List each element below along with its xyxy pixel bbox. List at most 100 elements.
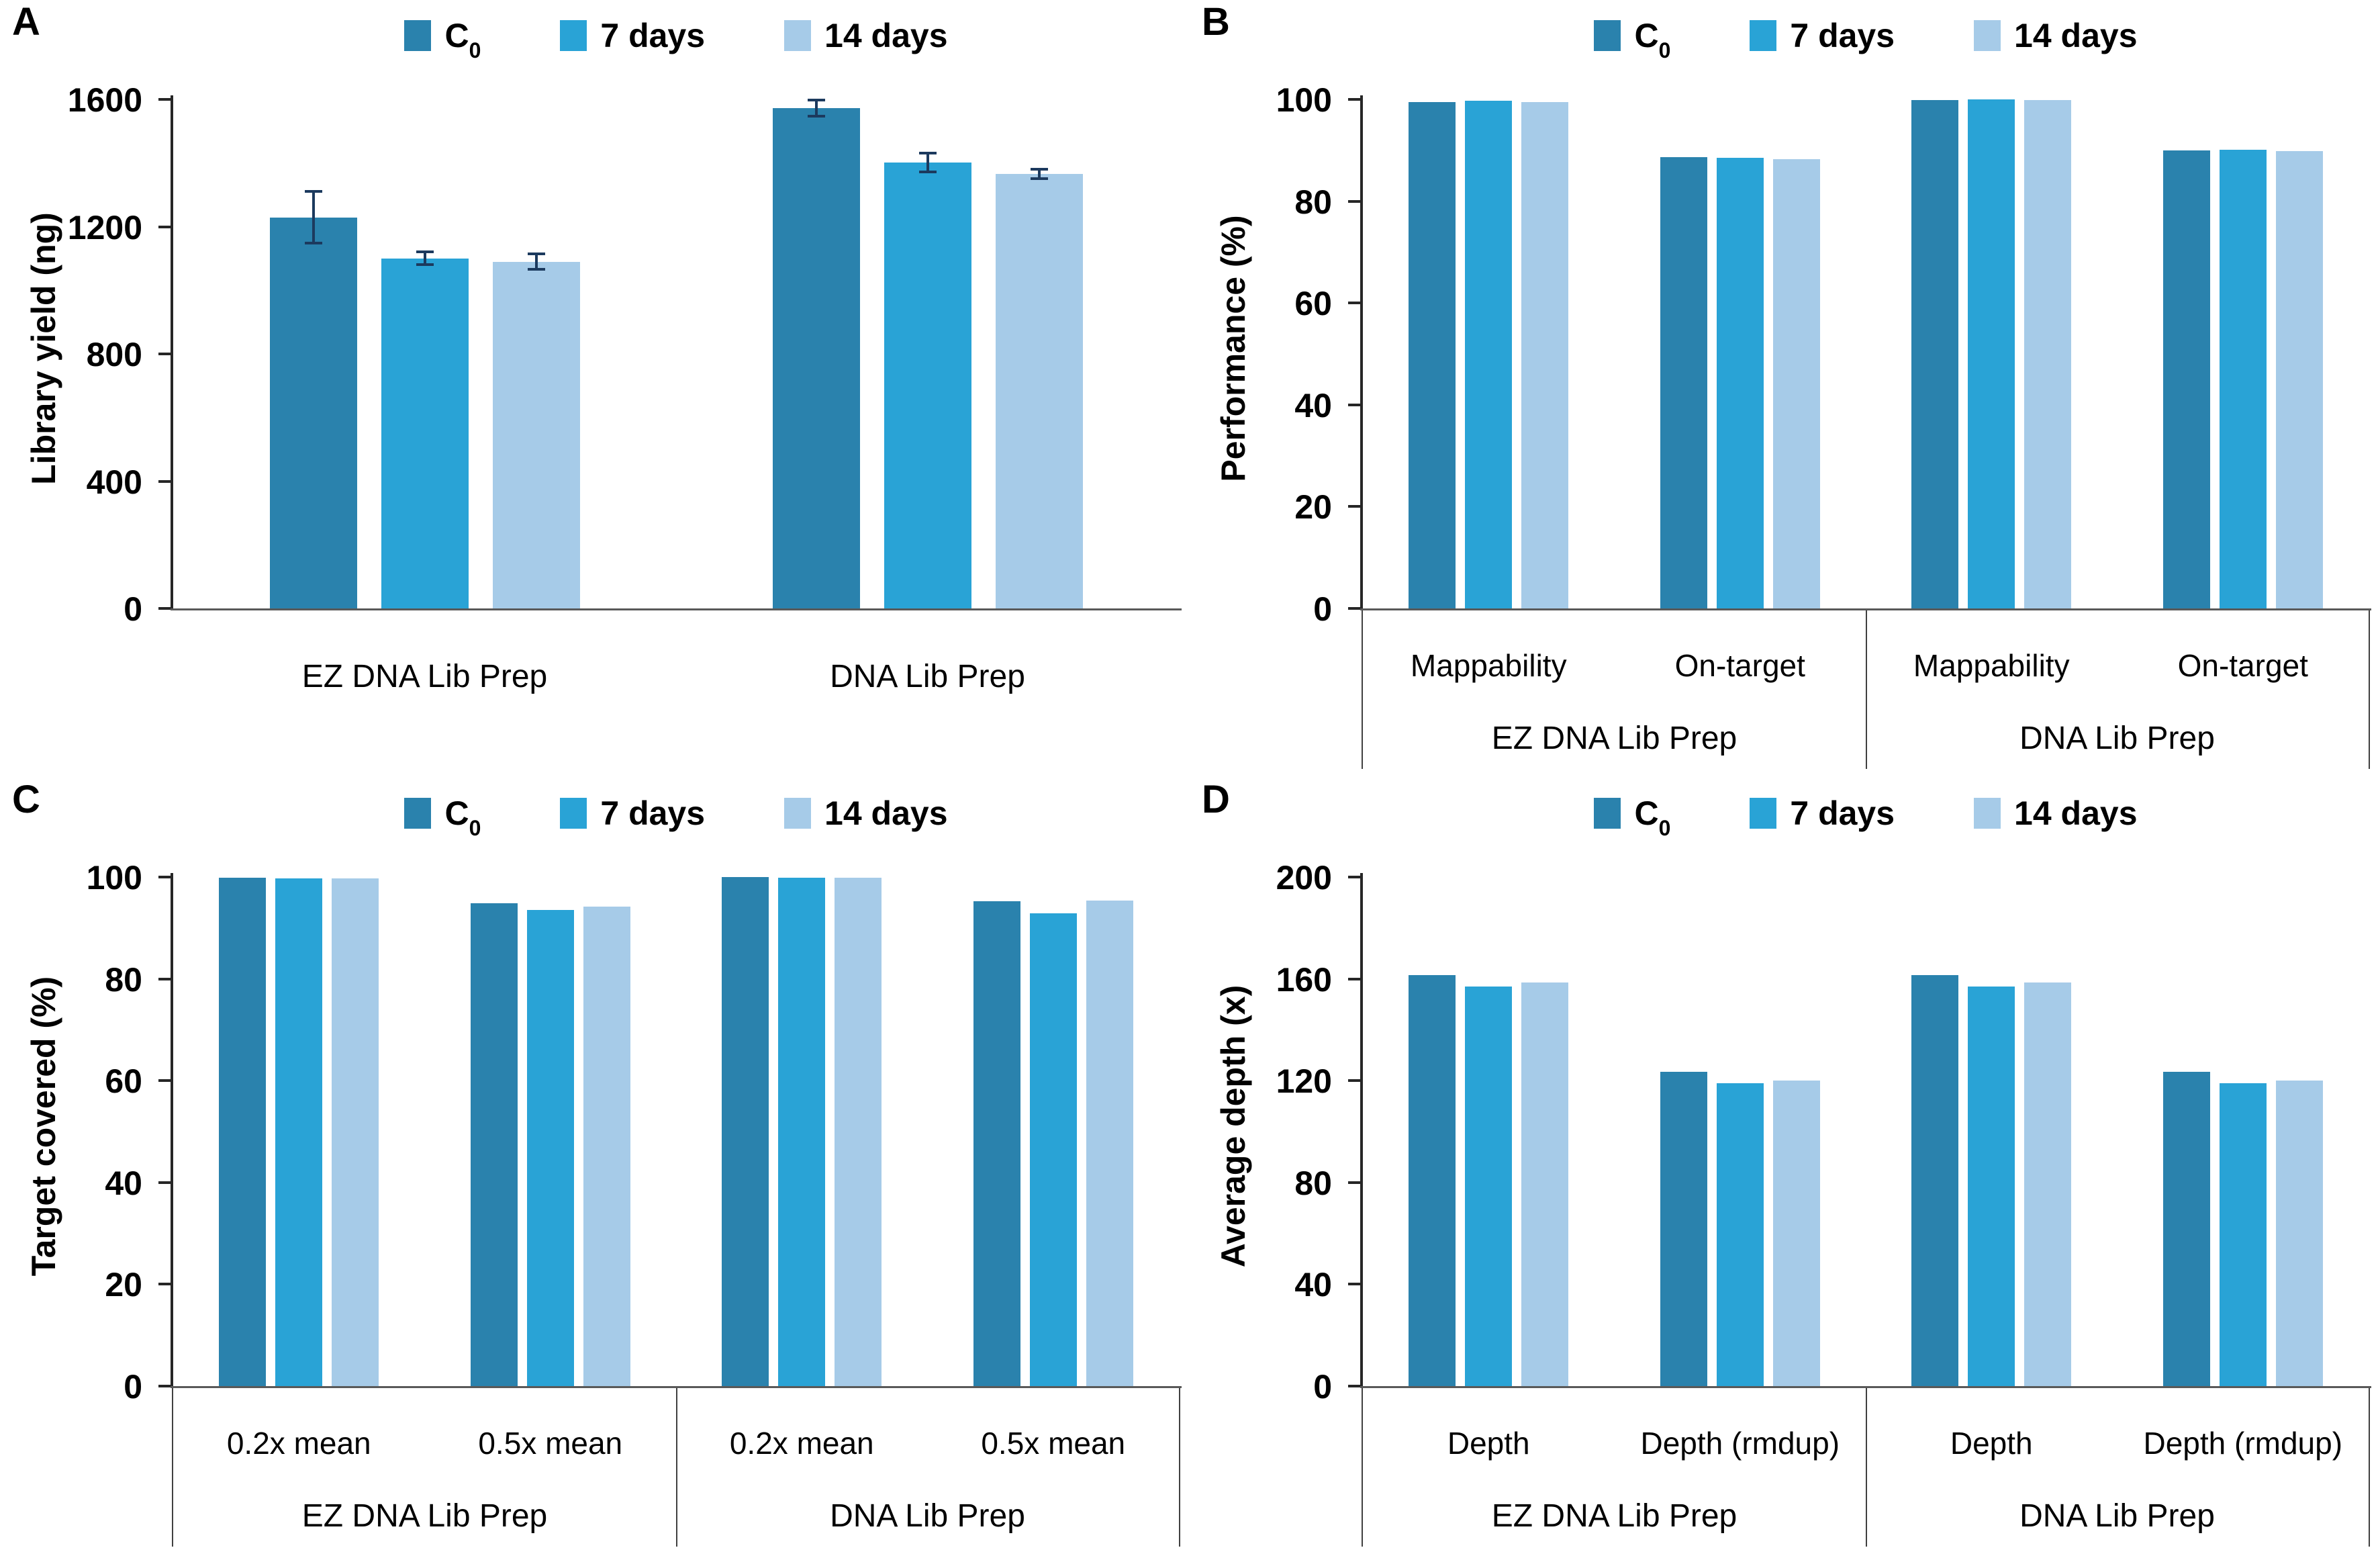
legend-item-c0: C0 [404, 796, 481, 839]
y-tick-mark [158, 1283, 171, 1286]
legend-swatch-c0 [404, 20, 432, 51]
legend-item-7days: 7 days [560, 796, 705, 830]
y-tick-label: 400 [86, 463, 142, 501]
x-axis-line [171, 608, 1182, 610]
bar-7 days [1465, 986, 1513, 1386]
bar-C0 [1911, 99, 1959, 608]
bar-14 days [2275, 150, 2323, 608]
bar-14 days [1086, 900, 1133, 1386]
bar-C0 [772, 108, 860, 608]
legend-item-14days: 14 days [784, 19, 948, 52]
bar-7 days [2219, 1083, 2267, 1386]
x-group-label: EZ DNA Lib Prep [1491, 721, 1738, 756]
error-bar-cap-bottom [918, 171, 937, 174]
legend-label-c0: C0 [1634, 17, 1671, 62]
x-axis-line [1360, 1386, 2371, 1388]
y-tick-mark [1348, 1283, 1360, 1286]
bar-C0 [722, 877, 769, 1386]
legend-label-7days: 7 days [600, 794, 706, 832]
panel-label-c: C [12, 778, 40, 821]
category-divider-1 [1866, 610, 1867, 769]
x-axis-line [171, 1386, 1182, 1388]
x-category-label: 0.2x mean [226, 1426, 371, 1461]
bar-7 days [1716, 1083, 1764, 1386]
x-group-label: EZ DNA Lib Prep [301, 1498, 548, 1534]
y-tick-label: 1200 [67, 208, 142, 246]
bar-C0 [1409, 974, 1456, 1386]
y-axis-line [171, 95, 173, 608]
x-group-label: DNA Lib Prep [830, 1498, 1025, 1534]
y-tick-label: 20 [1294, 488, 1332, 527]
error-bar-cap-bottom [416, 263, 434, 267]
plot-area: 0 20 40 60 80 100 0.2x mean 0.5x mean 0.2x mean 0… [0, 778, 1190, 1556]
y-tick-label: 80 [1294, 1164, 1332, 1202]
error-bar-cap-top [1030, 168, 1048, 171]
bar-7 days [1465, 101, 1513, 608]
y-tick-label: 1600 [67, 81, 142, 119]
y-tick-mark [158, 225, 171, 228]
legend-label-7days: 7 days [1790, 17, 1895, 54]
error-bar-line [534, 254, 538, 269]
plot-area: 0 20 40 60 80 100 Mappability On-target Mappabil… [1190, 0, 2380, 778]
x-group-label: DNA Lib Prep [2019, 1498, 2215, 1534]
legend-label-14days: 14 days [2014, 17, 2138, 54]
x-category-label: On-target [1674, 648, 1805, 683]
legend: C0 7 days 14 days [1363, 784, 2369, 842]
bar-14 days [492, 261, 580, 608]
error-bar-cap-bottom [527, 267, 545, 271]
bar-7 days [1968, 99, 2015, 608]
x-group-label: DNA Lib Prep [2019, 721, 2215, 756]
bar-7 days [1029, 913, 1077, 1386]
y-tick-label: 200 [1276, 859, 1332, 897]
y-tick-label: 800 [86, 336, 142, 373]
y-tick-mark [1348, 1079, 1360, 1083]
category-divider-1 [676, 1388, 677, 1547]
panel-label-d: D [1202, 778, 1230, 821]
error-bar-line [1037, 169, 1041, 179]
legend-swatch-7days [560, 798, 587, 829]
legend-swatch-7days [1750, 20, 1777, 51]
y-tick-mark [1348, 876, 1360, 878]
category-divider-2 [2369, 610, 2370, 769]
y-tick-mark [1348, 1181, 1360, 1184]
legend-item-7days: 7 days [1750, 19, 1895, 52]
y-tick-label: 60 [105, 1062, 142, 1101]
x-category-label: 0.2x mean [729, 1426, 874, 1461]
legend-label-7days: 7 days [600, 17, 706, 54]
legend: C0 7 days 14 days [173, 7, 1179, 64]
bar-7 days [884, 163, 971, 608]
x-axis-line [1360, 608, 2371, 610]
legend-item-14days: 14 days [784, 794, 948, 832]
y-tick-label: 20 [105, 1266, 142, 1304]
category-divider-0 [1362, 1388, 1363, 1547]
y-tick-label: 40 [1294, 1266, 1332, 1304]
legend-label-14days: 14 days [824, 794, 948, 832]
legend-swatch-14days [784, 20, 812, 51]
y-tick-mark [158, 1181, 171, 1184]
error-bar-cap-bottom [304, 242, 322, 245]
y-tick-label: 0 [1313, 590, 1332, 628]
x-category-label: Depth [1950, 1426, 2033, 1461]
y-tick-mark [1348, 505, 1360, 508]
x-category-label: Mappability [1913, 648, 2070, 683]
bar-14 days [2024, 99, 2072, 608]
y-tick-mark [158, 977, 171, 980]
bar-C0 [1660, 156, 1707, 608]
x-category-label: 0.5x mean [981, 1426, 1126, 1461]
x-category-label: Mappability [1410, 648, 1567, 683]
legend-item-7days: 7 days [1750, 796, 1895, 830]
y-tick-mark [158, 607, 171, 610]
legend-label-c0: C0 [444, 17, 481, 62]
panel-b: B C0 7 days 14 days Performance (%) 0 20 4… [1190, 0, 2380, 778]
legend-item-7days: 7 days [560, 19, 705, 52]
bar-C0 [470, 903, 518, 1386]
bar-14 days [1772, 1081, 1820, 1386]
bar-C0 [1911, 974, 1959, 1386]
legend-swatch-c0 [1594, 20, 1621, 51]
bar-7 days [2219, 150, 2267, 608]
panel-a: A C0 7 days 14 days Library yield (ng) 0… [0, 0, 1190, 778]
legend-label-14days: 14 days [2014, 794, 2138, 832]
y-tick-label: 120 [1276, 1062, 1332, 1101]
error-bar-cap-bottom [1030, 177, 1048, 181]
error-bar-cap-top [807, 99, 825, 102]
